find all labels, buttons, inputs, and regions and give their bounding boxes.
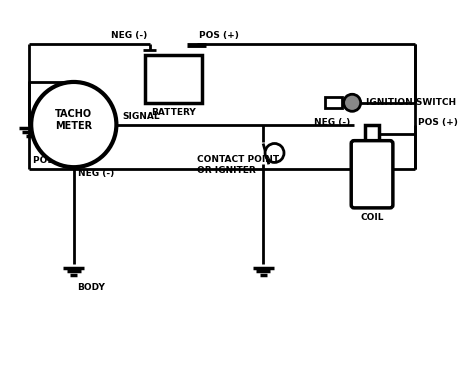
Text: POS (+): POS (+)	[419, 118, 458, 127]
Text: IGNITION SWITCH: IGNITION SWITCH	[366, 98, 456, 107]
Text: CONTACT POINT
OR IGNITER: CONTACT POINT OR IGNITER	[197, 155, 279, 175]
Text: POS (+): POS (+)	[33, 156, 73, 165]
Text: NEG (-): NEG (-)	[111, 31, 147, 40]
Text: POS (+): POS (+)	[199, 31, 238, 40]
Bar	[145, 55, 201, 103]
Bar	[365, 124, 379, 144]
Circle shape	[265, 144, 284, 162]
Text: TACHO
METER: TACHO METER	[55, 109, 92, 131]
Text: BODY: BODY	[78, 283, 105, 292]
Circle shape	[31, 82, 117, 167]
Text: NEG (-): NEG (-)	[314, 118, 350, 127]
Text: COIL: COIL	[360, 212, 384, 221]
Text: NEG (-): NEG (-)	[78, 169, 114, 178]
Bar	[325, 97, 342, 108]
FancyBboxPatch shape	[351, 141, 393, 208]
Text: BATTERY: BATTERY	[151, 108, 196, 117]
Circle shape	[344, 94, 361, 111]
Text: SIGNAL: SIGNAL	[122, 112, 160, 121]
